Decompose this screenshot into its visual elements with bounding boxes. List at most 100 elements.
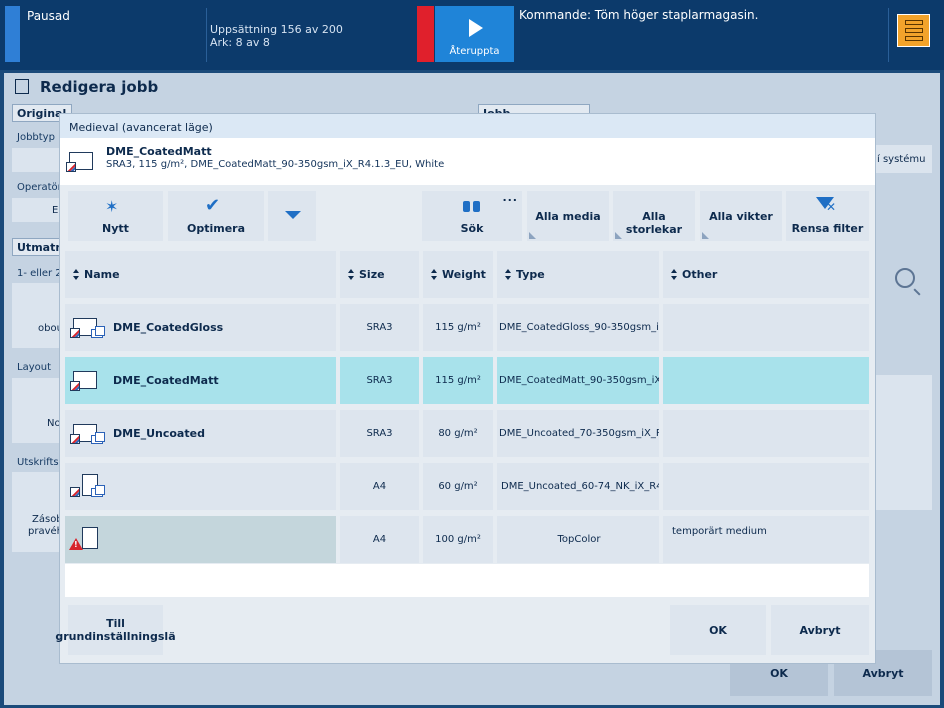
resume-button[interactable]: Återuppta <box>435 6 514 62</box>
table-row[interactable]: DME_CoatedGloss SRA3 115 g/m² DME_Coated… <box>65 304 869 351</box>
other-cell <box>663 304 869 351</box>
set-progress: Uppsättning 156 av 200 <box>210 23 343 36</box>
media-selection-dialog: Medieval (avancerat läge) DME_CoatedMatt… <box>55 113 876 664</box>
operator-field[interactable]: E <box>12 198 62 222</box>
all-media-label: Alla media <box>535 210 601 223</box>
sheet-progress: Ark: 8 av 8 <box>210 36 270 49</box>
media-name-cell <box>65 463 336 510</box>
type-cell: TopColor <box>497 516 659 563</box>
optimize-icon: ✔ <box>205 195 221 216</box>
size-cell: SRA3 <box>340 304 419 351</box>
type-cell: DME_CoatedGloss_90-350gsm_iX... <box>497 304 659 351</box>
page-title: Redigera jobb <box>40 78 159 96</box>
media-name-cell: DME_CoatedMatt <box>65 357 336 404</box>
table-row[interactable]: A4 100 g/m² TopColor temporärt medium <box>65 516 869 563</box>
media-name: DME_Uncoated <box>113 427 205 440</box>
all-media-filter[interactable]: Alla media <box>527 191 609 241</box>
media-name-cell: DME_CoatedGloss <box>65 304 336 351</box>
search-button[interactable]: ... Sök <box>422 191 522 241</box>
reset-defaults-button[interactable]: Till grundinställningslä <box>55 605 176 655</box>
type-cell: DME_Uncoated_70-350gsm_iX_R4... <box>497 410 659 457</box>
column-header-weight[interactable]: Weight <box>423 251 493 298</box>
clear-filter-icon <box>816 197 834 209</box>
play-icon <box>469 19 483 37</box>
print-option-line1: Zásob <box>32 514 63 525</box>
sides-label: 1- eller 2- <box>17 268 66 279</box>
ok-button[interactable]: OK <box>670 605 766 655</box>
table-empty-area <box>65 564 869 597</box>
print-label: Utskriftsm <box>17 457 69 468</box>
column-header-type[interactable]: Type <box>497 251 659 298</box>
side-panel <box>876 375 932 510</box>
column-header-size[interactable]: Size <box>340 251 419 298</box>
clear-filter-button[interactable]: ✕ Rensa filter <box>786 191 869 241</box>
type-cell: DME_CoatedMatt_90-350gsm_iX_... <box>497 357 659 404</box>
all-weights-filter[interactable]: Alla vikter <box>700 191 782 241</box>
dropdown-corner-icon <box>702 232 709 239</box>
media-stack-icon <box>69 422 105 446</box>
more-icon: ... <box>502 191 518 204</box>
more-options-button[interactable] <box>268 191 316 241</box>
optimize-button[interactable]: ✔ Optimera <box>168 191 264 241</box>
search-icon[interactable] <box>895 268 915 288</box>
type-cell: DME_Uncoated_60-74_NK_iX_R4.5 <box>497 463 659 510</box>
tab-original[interactable]: Original <box>12 104 72 122</box>
new-icon: ✶ <box>105 197 119 216</box>
media-stack-icon <box>69 474 105 499</box>
jobtype-field[interactable] <box>12 148 62 172</box>
system-option[interactable]: í systému <box>876 145 932 173</box>
other-cell <box>663 357 869 404</box>
status-indicator <box>5 6 20 62</box>
weight-cell: 100 g/m² <box>423 516 493 563</box>
size-cell: SRA3 <box>340 410 419 457</box>
other-cell <box>663 410 869 457</box>
job-progress: Uppsättning 156 av 200 Ark: 8 av 8 <box>210 23 343 49</box>
size-cell: SRA3 <box>340 357 419 404</box>
jobtype-label: Jobbtyp <box>17 132 55 143</box>
media-stack-icon <box>69 316 105 340</box>
table-row-selected[interactable]: DME_CoatedMatt SRA3 115 g/m² DME_CoatedM… <box>65 357 869 404</box>
sort-icon <box>671 269 678 280</box>
clear-x-icon: ✕ <box>826 200 837 214</box>
tab-output[interactable]: Utmatning <box>12 238 62 256</box>
all-sizes-filter[interactable]: Alla storlekar <box>613 191 695 241</box>
print-option-line2: pravého <box>28 526 70 537</box>
edit-icon <box>15 79 29 94</box>
weight-cell: 115 g/m² <box>423 357 493 404</box>
sort-icon <box>505 269 512 280</box>
size-cell: A4 <box>340 516 419 563</box>
layout-option[interactable]: No <box>12 378 62 443</box>
warning-media-icon <box>69 527 101 552</box>
status-bar: Pausad Uppsättning 156 av 200 Ark: 8 av … <box>0 0 944 70</box>
other-cell: temporärt medium <box>663 516 869 563</box>
sides-option[interactable]: obou <box>12 283 63 348</box>
column-header-other[interactable]: Other <box>663 251 869 298</box>
dialog-header: Medieval (avancerat läge) <box>60 114 875 138</box>
sort-icon <box>73 269 80 280</box>
media-name-cell: DME_Uncoated <box>65 410 336 457</box>
table-row[interactable]: DME_Uncoated SRA3 80 g/m² DME_Uncoated_7… <box>65 410 869 457</box>
optimize-label: Optimera <box>186 222 246 235</box>
print-option[interactable]: Zásob pravého <box>12 472 70 552</box>
stacker-button[interactable] <box>897 14 930 47</box>
media-name: DME_CoatedGloss <box>113 321 224 334</box>
column-header-label: Other <box>682 268 718 281</box>
clear-filter-label: Rensa filter <box>791 222 864 235</box>
media-name-cell <box>65 516 336 563</box>
cancel-button[interactable]: Avbryt <box>771 605 869 655</box>
dropdown-corner-icon <box>529 232 536 239</box>
media-icon <box>69 369 101 393</box>
all-weights-label: Alla vikter <box>709 210 773 223</box>
operator-label: Operatör <box>17 182 62 193</box>
sort-icon <box>348 269 355 280</box>
table-row[interactable]: A4 60 g/m² DME_Uncoated_60-74_NK_iX_R4.5 <box>65 463 869 510</box>
new-button[interactable]: ✶ Nytt <box>68 191 163 241</box>
selected-media-name: DME_CoatedMatt <box>106 145 212 158</box>
binoculars-icon <box>463 198 481 212</box>
chevron-down-icon <box>285 211 301 219</box>
column-header-label: Size <box>359 268 385 281</box>
column-header-label: Type <box>516 268 545 281</box>
selected-media-description: SRA3, 115 g/m², DME_CoatedMatt_90-350gsm… <box>106 159 445 170</box>
column-header-name[interactable]: Name <box>65 251 336 298</box>
other-cell <box>663 463 869 510</box>
